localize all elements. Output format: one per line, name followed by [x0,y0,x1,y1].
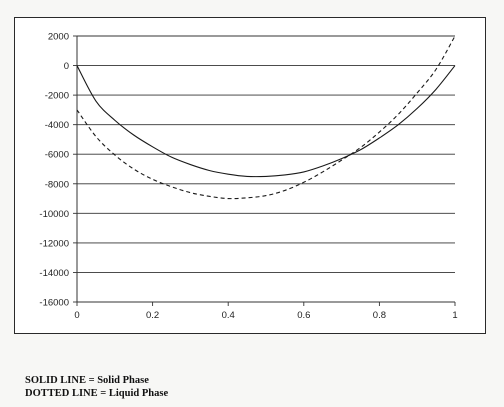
x-tick-label: 0.2 [146,310,159,321]
x-tick-label: 0.4 [222,310,235,321]
y-tick-label: -10000 [39,209,69,220]
y-tick-label: -2000 [45,91,69,102]
x-tick-label: 0.8 [373,310,386,321]
legend-note-dotted: DOTTED LINE = Liquid Phase [25,388,169,399]
legend-notes: SOLID LINE = Solid Phase DOTTED LINE = L… [25,374,168,400]
legend-note-solid: SOLID LINE = Solid Phase [25,375,149,386]
x-tick-label: 1 [452,310,457,321]
x-tick-label: 0 [74,310,79,321]
x-tick-label: 0.6 [297,310,310,321]
y-tick-label: -8000 [45,179,69,190]
y-tick-label: -6000 [45,150,69,161]
series-line-solid [76,65,456,178]
chart-svg: 2000 0 -2000 -4000 -6000 -8000 -10000 -12000 -14… [39,32,457,322]
y-tick-label: -4000 [45,120,69,131]
y-tick-label: 0 [64,61,69,72]
y-tick-label: 2000 [48,32,69,43]
y-tick-label: -12000 [39,238,69,249]
y-tick-label: -14000 [39,268,69,279]
y-tick-label: -16000 [39,298,69,309]
chart-panel: 2000 0 -2000 -4000 -6000 -8000 -10000 -12000 -14… [14,17,486,334]
series-line-dashed [76,35,456,200]
